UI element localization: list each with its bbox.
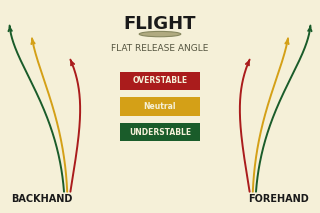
- Text: FOREHAND: FOREHAND: [248, 194, 309, 204]
- Text: UNDERSTABLE: UNDERSTABLE: [129, 128, 191, 137]
- Text: FLIGHT: FLIGHT: [124, 15, 196, 33]
- FancyBboxPatch shape: [120, 123, 200, 141]
- Text: OVERSTABLE: OVERSTABLE: [132, 76, 188, 85]
- Text: BACKHAND: BACKHAND: [11, 194, 72, 204]
- Text: Neutral: Neutral: [144, 102, 176, 111]
- Ellipse shape: [139, 32, 181, 37]
- FancyBboxPatch shape: [120, 98, 200, 115]
- Text: FLAT RELEASE ANGLE: FLAT RELEASE ANGLE: [111, 44, 209, 53]
- FancyBboxPatch shape: [120, 72, 200, 90]
